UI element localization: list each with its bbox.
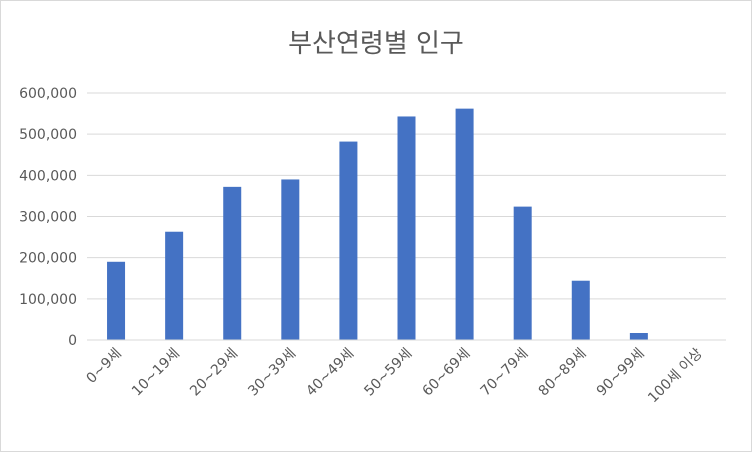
bar (281, 179, 300, 340)
bar (455, 108, 474, 340)
bar (107, 261, 126, 340)
bar (397, 116, 416, 340)
bar (571, 280, 590, 340)
x-tick-label: 60~69세 (420, 346, 474, 400)
bar (223, 186, 242, 340)
x-tick-label: 10~19세 (129, 346, 183, 400)
x-tick-label: 40~49세 (303, 346, 357, 400)
x-tick-label: 0~9세 (84, 346, 125, 387)
y-tick-label: 100,000 (19, 292, 77, 308)
bar (513, 206, 532, 340)
chart-title: 부산연령별 인구 (288, 29, 464, 59)
bar (339, 141, 358, 340)
bar (165, 231, 184, 340)
x-tick-label: 100세 이상 (645, 345, 706, 406)
x-tick-label: 50~59세 (361, 346, 415, 400)
x-tick-label: 70~79세 (478, 346, 532, 400)
y-tick-label: 200,000 (19, 251, 77, 267)
x-axis-ticks: 0~9세 10~19세 20~29세 30~39세 40~49세 50~59세 60~69세… (84, 345, 706, 406)
y-tick-label: 300,000 (19, 210, 77, 226)
x-tick-label: 90~99세 (594, 346, 648, 400)
y-tick-label: 400,000 (19, 168, 77, 184)
y-axis-ticks: 0 100,000 200,000 300,000 400,000 500,000 600,… (19, 86, 77, 349)
bars (107, 108, 706, 340)
x-tick-label: 20~29세 (187, 346, 241, 400)
y-tick-label: 500,000 (19, 127, 77, 143)
x-tick-label: 30~39세 (245, 346, 299, 400)
y-tick-label: 0 (68, 333, 77, 349)
bar (629, 333, 648, 340)
y-tick-label: 600,000 (19, 86, 77, 102)
x-tick-label: 80~89세 (536, 346, 590, 400)
